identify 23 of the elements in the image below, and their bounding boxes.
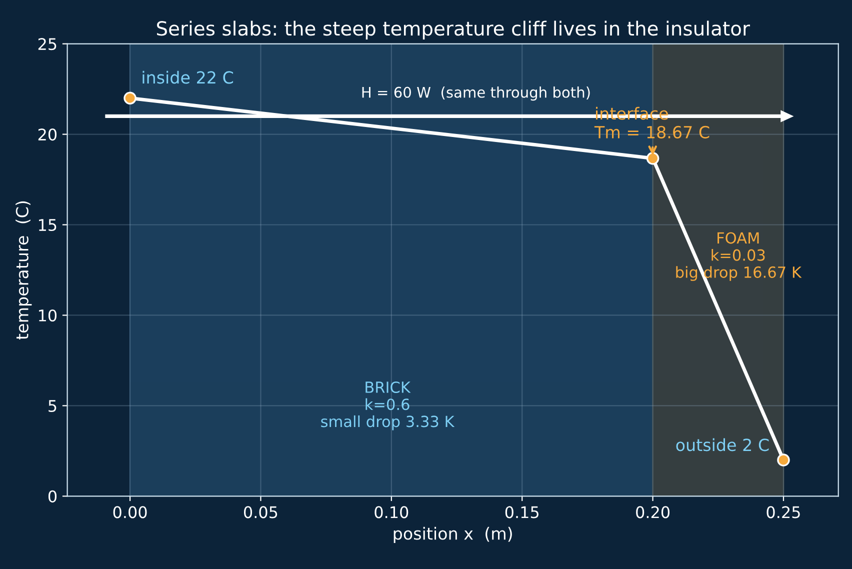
annotation: H = 60 W (same through both) bbox=[362, 86, 590, 101]
x-tick-label: 0.10 bbox=[374, 506, 408, 518]
point bbox=[124, 92, 136, 104]
x-tick-label: 0.15 bbox=[505, 506, 538, 518]
y-tick-label: 15 bbox=[39, 219, 56, 232]
chart-title: Series slabs: the steep temperature cliff lives in the insulator bbox=[156, 20, 750, 40]
annotation: inside 22 C bbox=[142, 70, 234, 84]
point bbox=[777, 454, 790, 466]
x-tick-label: 0.05 bbox=[244, 506, 278, 518]
x-axis-title: position x (m) bbox=[394, 526, 512, 544]
annotation: FOAM k=0.03 big drop 16.67 K bbox=[676, 232, 802, 281]
y-tick-label: 20 bbox=[38, 128, 57, 141]
y-axis-title: temperature (C) bbox=[16, 201, 32, 340]
annotation: outside 2 C bbox=[676, 438, 769, 452]
y-tick-label: 10 bbox=[39, 309, 57, 322]
point bbox=[646, 152, 660, 165]
y-tick-label: 0 bbox=[48, 490, 57, 502]
y-tick-label: 5 bbox=[48, 400, 56, 412]
y-tick-label: 25 bbox=[38, 38, 56, 50]
x-tick-label: 0.25 bbox=[766, 506, 800, 518]
annotation: BRICK k=0.6 small drop 3.33 K bbox=[321, 381, 455, 430]
x-tick-label: 0.00 bbox=[113, 506, 147, 518]
x-tick-label: 0.20 bbox=[636, 506, 670, 518]
